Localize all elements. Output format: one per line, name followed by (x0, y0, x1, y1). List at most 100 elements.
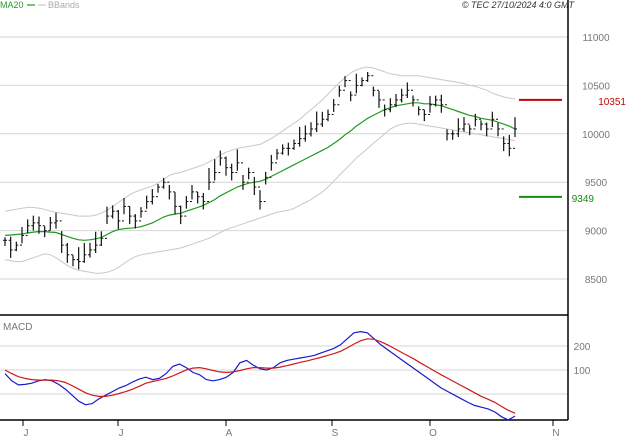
price-bar (388, 98, 393, 113)
price-bar (462, 117, 466, 132)
price-bar (195, 191, 200, 204)
price-bar (275, 148, 279, 164)
price-bar (496, 118, 500, 137)
price-bar (207, 168, 211, 203)
price-bar (59, 220, 64, 253)
x-tick-label: O (429, 428, 437, 439)
price-bar (258, 186, 262, 210)
price-bar (76, 247, 81, 270)
price-bars (3, 71, 517, 270)
macd-lines (4, 330, 516, 421)
bbands-lower-path (4, 122, 516, 274)
price-bar (456, 118, 461, 137)
price-bar (303, 125, 308, 142)
price-bar (320, 111, 325, 127)
price-bar (326, 109, 330, 122)
price-bar (371, 75, 376, 97)
price-bar (292, 139, 296, 150)
price-bar (343, 76, 347, 91)
x-tick-label: S (332, 428, 339, 439)
price-bar (433, 95, 438, 107)
price-tick-label: 8500 (585, 275, 608, 286)
price-bar (394, 94, 398, 108)
price-bar (473, 113, 478, 130)
price-bar (445, 104, 449, 141)
price-bar (501, 128, 506, 152)
price-bar (280, 144, 285, 155)
price-bar (31, 215, 36, 231)
price-bar (133, 214, 138, 229)
price-bar (127, 205, 132, 225)
price-bar (263, 171, 268, 203)
x-tick-label: N (552, 428, 559, 439)
price-bar (297, 126, 302, 147)
macd-panel-title: MACD (3, 322, 32, 333)
price-bar (218, 150, 223, 174)
price-bar (235, 149, 240, 174)
level-lines: 10351 9349 (519, 97, 626, 205)
level-label: 9349 (572, 194, 595, 205)
price-bar (382, 99, 387, 117)
price-tick-label: 10500 (582, 81, 610, 92)
price-bar (513, 117, 517, 149)
price-bar (309, 122, 313, 137)
x-tick-label: J (24, 428, 29, 439)
price-bar (54, 212, 58, 229)
price-bar (82, 243, 87, 263)
bbands-legend-label: BBands (48, 0, 80, 10)
macd-y-ticks: 200 100 (574, 342, 591, 377)
price-bar (450, 130, 455, 140)
price-tick-label: 9500 (585, 178, 608, 189)
price-bar (8, 236, 13, 258)
price-bar (439, 94, 444, 113)
price-bar (144, 195, 149, 212)
macd-tick-label: 100 (574, 366, 591, 377)
x-tick-label: A (226, 428, 233, 439)
macd-signal-line (4, 338, 516, 414)
price-bar (178, 205, 183, 225)
chart-legend: MA20 BBands (0, 0, 80, 10)
price-bar (139, 207, 143, 222)
price-bar (337, 85, 342, 106)
price-bar (88, 242, 92, 258)
price-bar (105, 206, 109, 239)
price-bar (428, 95, 432, 115)
price-bar (360, 77, 364, 87)
price-bar (348, 80, 353, 102)
price-bar (156, 183, 160, 198)
price-bar (122, 198, 126, 222)
copyright-timestamp: © TEC 27/10/2024 4:0 GMT (462, 0, 576, 10)
price-bar (93, 231, 98, 254)
price-bar (20, 227, 24, 246)
ma20-path (4, 102, 516, 241)
price-bar (246, 167, 251, 183)
price-bar (190, 185, 194, 203)
price-bar (150, 189, 155, 205)
price-tick-label: 9000 (585, 227, 608, 238)
price-bar (399, 88, 404, 103)
price-bar (161, 177, 166, 189)
price-bar (314, 111, 319, 133)
price-bar (479, 118, 483, 131)
bbands-upper-path (4, 66, 516, 217)
level-label: 10351 (598, 97, 626, 108)
price-bar (48, 216, 53, 232)
macd-tick-label: 200 (574, 342, 591, 353)
price-bar (224, 156, 228, 176)
ma20-legend-label: MA20 (0, 0, 24, 10)
price-bar (286, 142, 291, 156)
price-bar (416, 99, 421, 116)
price-bar (229, 163, 234, 181)
price-bar (71, 254, 75, 267)
price-bar (354, 73, 359, 96)
macd-line (4, 330, 516, 421)
price-bar (184, 196, 189, 217)
price-bar (99, 231, 104, 246)
price-y-ticks: 11000 10500 10000 9500 9000 8500 (582, 33, 610, 286)
price-bar (269, 154, 274, 178)
price-bar (37, 216, 41, 234)
price-bar (110, 205, 115, 219)
price-bar (467, 123, 472, 136)
price-bar (490, 111, 495, 130)
